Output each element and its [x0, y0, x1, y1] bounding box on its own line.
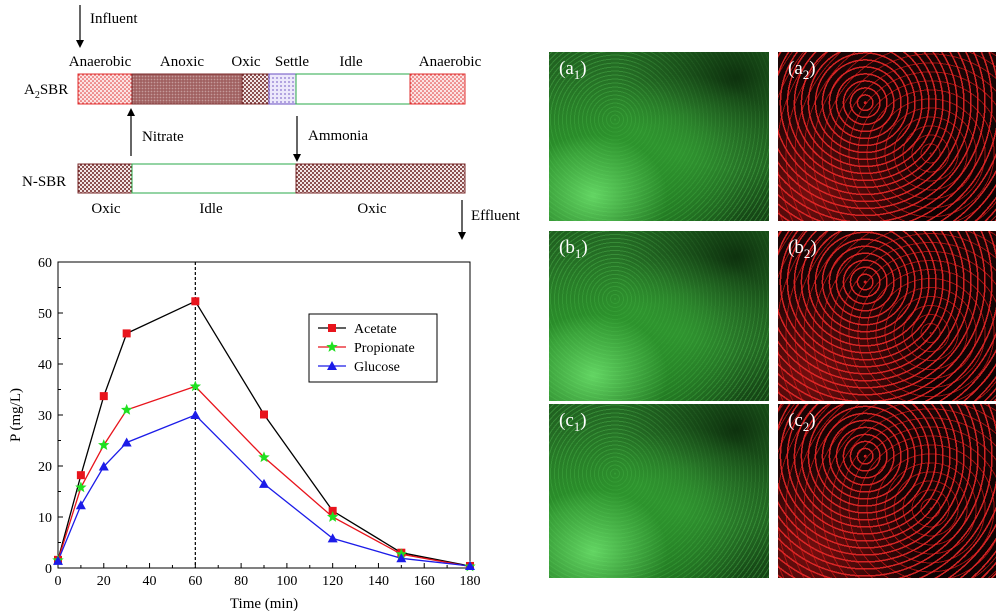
micrograph-c1: (c1) [549, 404, 769, 578]
nsbr-bar [77, 163, 466, 194]
y-tick-label: 60 [38, 256, 52, 271]
nsbr-phase-label-idle: Idle [199, 201, 223, 217]
series-line-glucose [58, 414, 470, 567]
x-tick-label: 100 [276, 574, 297, 589]
nitrate-label: Nitrate [142, 129, 184, 145]
x-tick-label: 0 [55, 574, 62, 589]
point-glucose [327, 533, 338, 543]
effluent-label: Effluent [471, 208, 521, 224]
micrograph-a2: (a2) [778, 52, 996, 221]
micrograph-b1: (b1) [549, 231, 769, 401]
micrograph-label-c1: (c1) [559, 410, 587, 434]
point-propionate [120, 403, 133, 415]
point-glucose [75, 500, 86, 510]
x-tick-label: 40 [143, 574, 157, 589]
a2sbr-phase-label-anoxic: Anoxic [160, 54, 205, 70]
effluent-arrowhead [458, 232, 466, 240]
y-tick-label: 50 [38, 307, 52, 322]
point-acetate [260, 410, 268, 419]
y-tick-label: 10 [38, 511, 52, 526]
a2sbr-phase-idle [295, 73, 411, 105]
micrograph-label-b2: (b2) [788, 237, 817, 261]
a2sbr-phase-label-oxic: Oxic [231, 54, 261, 70]
micrograph-b2: (b2) [778, 231, 996, 401]
x-tick-label: 180 [460, 574, 481, 589]
nsbr-phase-oxic-2 [295, 163, 466, 194]
phosphorus-chart: 0 20 40 60 80 100 120 140 160 180 0 10 20 30 40 50 60 T… [8, 256, 481, 612]
point-glucose [465, 560, 475, 570]
point-glucose [98, 461, 109, 471]
a2sbr-phase-oxic [241, 73, 270, 105]
legend-marker-propionate [326, 341, 338, 352]
micrograph-a1: (a1) [549, 52, 769, 221]
micrograph-label-a2: (a2) [788, 58, 816, 82]
a2sbr-phase-label-settle: Settle [275, 54, 310, 70]
point-acetate [122, 329, 131, 338]
a2sbr-phase-anaerobic-1 [77, 73, 133, 105]
legend-marker-glucose [327, 361, 337, 370]
y-axis: 0 10 20 30 40 50 60 [38, 256, 63, 577]
point-propionate [75, 481, 87, 493]
y-axis-label: P (mg/L) [8, 388, 24, 442]
ammonia-label: Ammonia [308, 128, 368, 144]
legend: Acetate Propionate Glucose [308, 313, 438, 383]
legend-label-acetate: Acetate [354, 322, 397, 337]
process-schematic: Influent Anaerobic Anoxic Oxic Settle Idle An… [22, 5, 521, 240]
point-propionate [326, 511, 339, 522]
legend-label-glucose: Glucose [354, 360, 400, 375]
point-glucose [396, 553, 407, 563]
a2sbr-phase-anoxic [131, 73, 243, 105]
point-glucose [259, 478, 269, 488]
legend-marker-acetate [328, 324, 336, 332]
point-glucose [190, 410, 201, 419]
nsbr-label: N-SBR [22, 174, 66, 190]
a2sbr-phase-label-anaerobic-2: Anaerobic [419, 54, 482, 70]
micrograph-label-b1: (b1) [559, 237, 588, 261]
micrograph-c2: (c2) [778, 404, 996, 578]
point-glucose [53, 555, 63, 565]
a2sbr-phase-label-idle: Idle [339, 54, 363, 70]
y-tick-label: 40 [38, 358, 52, 373]
point-propionate [98, 439, 110, 450]
markers-layer [52, 297, 476, 572]
a2sbr-phase-settle [268, 73, 297, 105]
influent-label: Influent [90, 11, 138, 27]
nsbr-phase-label-oxic-2: Oxic [357, 201, 387, 217]
influent-arrowhead [76, 40, 84, 48]
point-acetate [99, 392, 108, 401]
y-tick-label: 0 [45, 562, 52, 577]
y-tick-label: 30 [38, 409, 52, 424]
x-tick-label: 20 [97, 574, 111, 589]
nsbr-phase-label-oxic-1: Oxic [91, 201, 121, 217]
point-propionate [258, 451, 270, 463]
point-acetate [76, 471, 85, 480]
x-axis: 0 20 40 60 80 100 120 140 160 180 [55, 563, 481, 589]
y-tick-label: 20 [38, 460, 52, 475]
a2sbr-bar [77, 73, 466, 105]
point-acetate [328, 506, 337, 515]
x-tick-label: 160 [414, 574, 435, 589]
x-tick-label: 80 [234, 574, 248, 589]
micrograph-label-a1: (a1) [559, 58, 587, 82]
a2sbr-label: A2SBR [24, 82, 68, 101]
nsbr-phase-labels: Oxic Idle Oxic [91, 201, 387, 217]
a2sbr-phase-labels: Anaerobic Anoxic Oxic Settle Idle Anaerobic [69, 54, 482, 70]
point-acetate [191, 297, 200, 306]
legend-label-propionate: Propionate [354, 341, 415, 356]
nsbr-phase-idle [131, 163, 297, 194]
x-axis-label: Time (min) [230, 596, 298, 611]
micrograph-label-c2: (c2) [788, 410, 816, 434]
nitrate-arrowhead [127, 108, 135, 116]
x-tick-label: 140 [368, 574, 389, 589]
nsbr-phase-oxic-1 [77, 163, 133, 194]
a2sbr-phase-anaerobic-2 [409, 73, 466, 105]
ammonia-arrowhead [293, 154, 301, 162]
x-tick-label: 60 [188, 574, 202, 589]
x-tick-label: 120 [322, 574, 343, 589]
point-glucose [121, 437, 132, 447]
a2sbr-phase-label-anaerobic-1: Anaerobic [69, 54, 132, 70]
point-propionate [189, 380, 202, 392]
